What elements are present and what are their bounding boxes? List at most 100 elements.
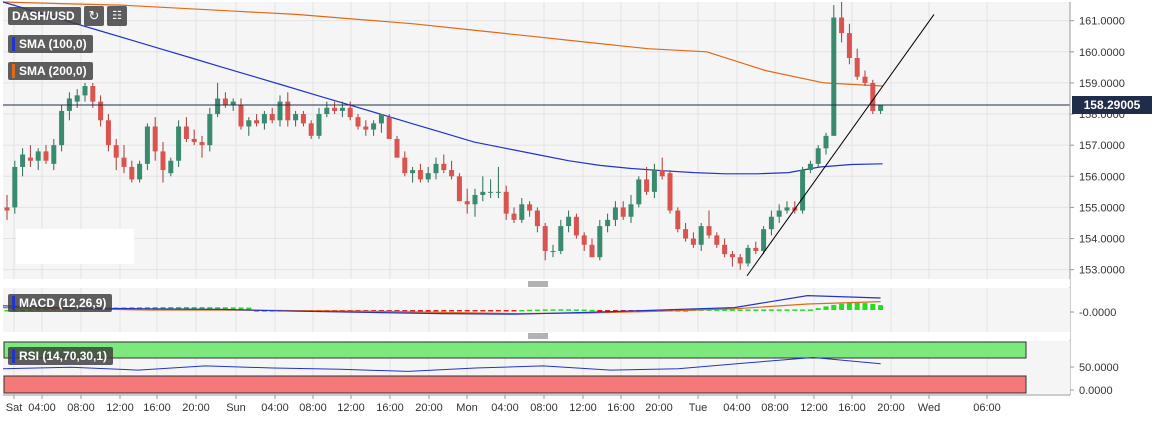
candle-body (667, 173, 673, 211)
macd-bar (511, 310, 517, 312)
candle-body (215, 98, 221, 115)
splitter-2-grip (528, 333, 548, 339)
candle-body (386, 117, 392, 139)
candle-body (347, 107, 353, 118)
candle-body (620, 207, 626, 217)
price-axis: 153.0000 154.0000 155.0000 156.0000 157.0000… (1069, 2, 1125, 395)
candle-body (511, 213, 517, 220)
candle-body (636, 179, 642, 205)
candle-body (550, 250, 556, 252)
candle-body (683, 229, 689, 239)
candle-body (378, 114, 384, 124)
macd-axis-label: -0.0000 (1079, 307, 1116, 319)
macd-bar (753, 309, 759, 311)
candle-body (433, 163, 439, 174)
macd-bar (831, 304, 837, 310)
macd-bar (480, 310, 486, 312)
candle-body (332, 107, 338, 111)
rsi-polyline (2, 356, 881, 372)
sma200-color-swatch (12, 64, 15, 78)
time-tick-label: 20:00 (645, 402, 673, 414)
price-tick-label: 156.0000 (1079, 171, 1125, 183)
candle-body (183, 126, 189, 139)
macd-bar (183, 307, 189, 310)
macd-bar (449, 310, 455, 312)
candle-body (74, 95, 80, 102)
candle-body (308, 123, 314, 136)
time-tick-label: 04:00 (491, 402, 519, 414)
sma100-label[interactable]: SMA (100,0) (8, 35, 93, 53)
macd-bar (542, 309, 548, 311)
macd-bar (846, 303, 852, 310)
time-tick-label: 20:00 (877, 402, 905, 414)
time-tick-label: 08:00 (530, 402, 558, 414)
macd-bar (464, 310, 470, 312)
time-tick-label: Sun (226, 402, 246, 414)
macd-bar (784, 309, 790, 311)
macd-bar (854, 302, 860, 310)
macd-label[interactable]: MACD (12,26,9) (8, 294, 113, 312)
sma200-label[interactable]: SMA (200,0) (8, 62, 93, 80)
rsi-label[interactable]: RSI (14,70,30,1) (8, 347, 114, 365)
candle-body (160, 151, 166, 171)
macd-axis: -0.0000 (1070, 307, 1116, 319)
candle-body (690, 238, 696, 245)
macd-bar (566, 309, 572, 311)
candle-body (480, 191, 486, 195)
candle-body (527, 204, 533, 211)
candle-body (628, 204, 634, 217)
macd-bar (870, 303, 876, 310)
candle-body (12, 166, 18, 208)
rsi-axis-label: 50.0000 (1079, 362, 1119, 374)
macd-bar (776, 309, 782, 311)
candle-body (137, 163, 143, 180)
candle-body (43, 151, 49, 161)
sma200-line (2, 1, 883, 87)
time-tick-label: 20:00 (415, 402, 443, 414)
macd-bar (550, 309, 556, 311)
current-price-box: 158.29005 (1072, 96, 1152, 115)
candle-body (371, 123, 377, 130)
time-tick-label: 16:00 (143, 402, 171, 414)
macd-bar (839, 303, 845, 310)
macd-bar (729, 309, 735, 311)
macd-bar (519, 309, 525, 312)
splitter-1[interactable] (3, 279, 1070, 287)
rsi-line (2, 356, 881, 372)
candle-body (168, 160, 174, 174)
candle-body (534, 210, 540, 227)
rsi-label-text: RSI (14,70,30,1) (19, 349, 108, 363)
splitter-1-grip (528, 281, 548, 287)
macd-main-line (2, 294, 881, 315)
macd-bar (768, 309, 774, 311)
candle-body (144, 126, 150, 164)
candle-body (542, 226, 548, 251)
time-tick-label: 12:00 (106, 402, 134, 414)
candle-body (300, 114, 306, 124)
time-tick-label: 04:00 (261, 402, 289, 414)
time-tick-label: Tue (689, 402, 708, 414)
candle-body (59, 110, 65, 146)
refresh-icon[interactable]: ↻ (84, 6, 104, 26)
candle-body (246, 120, 252, 127)
price-tick-label: 154.0000 (1079, 234, 1125, 246)
candle-body (402, 157, 408, 174)
time-tick-label: 08:00 (761, 402, 789, 414)
bar-chart-icon[interactable]: ☷ (107, 6, 127, 26)
price-tick-label: 160.0000 (1079, 47, 1125, 59)
candle-body (51, 145, 57, 164)
macd-bar (807, 309, 813, 311)
macd-bar (878, 305, 884, 310)
candle-body (807, 163, 813, 171)
candle-body (597, 226, 603, 258)
time-tick-label: 12:00 (337, 402, 365, 414)
price-tick-label: 161.0000 (1079, 16, 1125, 28)
symbol-label[interactable]: DASH/USD (8, 7, 81, 25)
macd-bar (378, 310, 384, 312)
candle-body (339, 107, 345, 111)
candle-body (862, 76, 868, 83)
candle-body (441, 163, 447, 171)
main-panel-bg (3, 2, 1070, 279)
candle-body (503, 191, 509, 214)
candle-body (129, 166, 135, 180)
